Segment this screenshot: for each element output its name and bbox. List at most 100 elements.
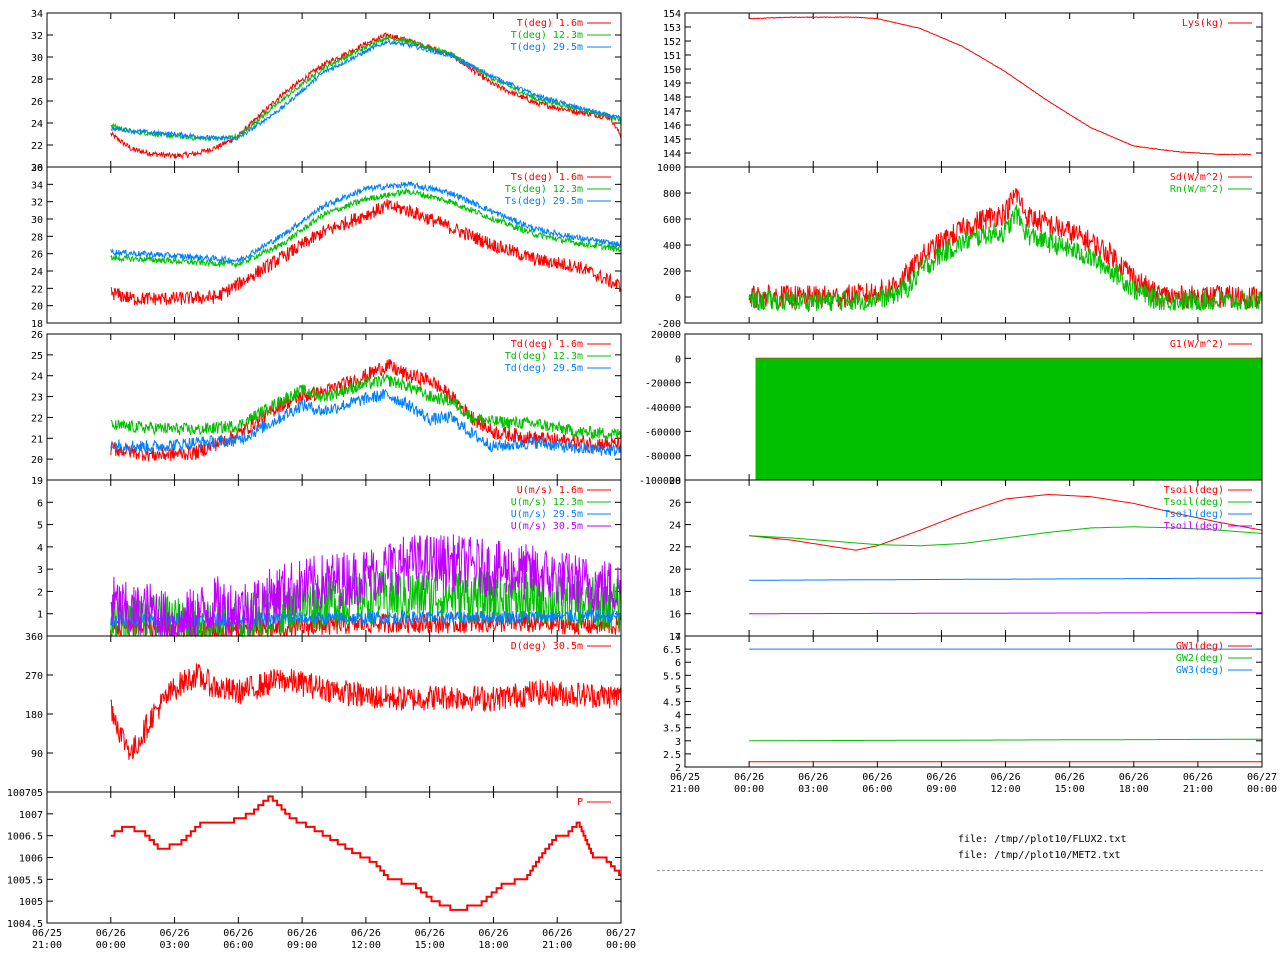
x-tick-time: 09:00	[287, 940, 317, 951]
x-tick-date: 06/26	[96, 928, 126, 939]
y-tick-label: 28	[31, 232, 43, 243]
y-tick-label: 22	[31, 141, 43, 152]
y-tick-label: 154	[663, 9, 681, 20]
footer-divider	[657, 870, 1263, 871]
x-tick-date: 06/26	[862, 772, 892, 783]
y-tick-label: 180	[25, 710, 43, 721]
y-tick-label: 4	[37, 543, 43, 554]
legend-label: Tsoil(deg)	[1164, 509, 1224, 520]
x-tick-time: 00:00	[734, 784, 764, 795]
x-tick-date: 06/26	[223, 928, 253, 939]
y-tick-label: 32	[31, 198, 43, 209]
x-tick-time: 00:00	[96, 940, 126, 951]
legend-label: Td(deg) 1.6m	[511, 339, 583, 350]
y-tick-label: 1005	[19, 897, 43, 908]
x-tick-time: 21:00	[670, 784, 700, 795]
series-line	[748, 16, 1252, 156]
legend-label: Ts(deg) 29.5m	[505, 196, 583, 207]
legend-label: Td(deg) 29.5m	[505, 363, 583, 374]
x-tick-date: 06/26	[287, 928, 317, 939]
y-tick-label: 2	[675, 763, 681, 774]
y-tick-label: 100705	[7, 788, 43, 799]
plot-frame	[46, 166, 622, 324]
x-tick-date: 06/26	[415, 928, 445, 939]
legend-label: Tsoil(deg)	[1164, 497, 1224, 508]
y-tick-label: -200	[657, 319, 681, 330]
chart-wind-speed: 1 2 3 4 5 6 U(m/s) 1.6mU(m/s) 12.3mU(m/s) 29.5…	[37, 479, 622, 638]
x-tick-time: 00:00	[1247, 784, 1277, 795]
chart-radiation: -200 0 200 400 600 800 1000 Sd(W/m^2)Rn(W/m^2)	[657, 163, 1263, 330]
legend-label: Rn(W/m^2)	[1170, 184, 1224, 195]
y-tick-label: 1006	[19, 854, 43, 865]
legend-label: Ts(deg) 1.6m	[511, 172, 583, 183]
x-tick-time: 18:00	[1119, 784, 1149, 795]
y-tick-label: 26	[31, 330, 43, 341]
legend-label: GW3(deg)	[1176, 665, 1224, 676]
y-tick-label: 6	[675, 658, 681, 669]
y-tick-label: -20000	[645, 379, 681, 390]
y-tick-label: 18	[31, 319, 43, 330]
x-tick-time: 06:00	[223, 940, 253, 951]
plot-frame	[684, 635, 1263, 768]
y-tick-label: 4	[675, 711, 681, 722]
y-tick-label: 6	[37, 498, 43, 509]
x-tick-time: 03:00	[160, 940, 190, 951]
x-tick-date: 06/26	[1119, 772, 1149, 783]
file-path-met: file: /tmp//plot10/MET2.txt	[958, 850, 1121, 861]
legend-label: T(deg) 1.6m	[517, 18, 583, 29]
y-tick-label: -60000	[645, 427, 681, 438]
x-tick-date: 06/27	[1247, 772, 1277, 783]
y-tick-label: 30	[31, 215, 43, 226]
y-tick-label: 270	[25, 671, 43, 682]
y-tick-label: 1006.5	[7, 832, 43, 843]
series-line	[749, 612, 1262, 615]
y-tick-label: 146	[663, 121, 681, 132]
y-tick-label: 20	[669, 565, 681, 576]
y-tick-label: 20	[31, 302, 43, 313]
chart-wind-direction: 90 180 270 360 D(deg) 30.5m	[25, 632, 622, 793]
y-tick-label: 21	[31, 434, 43, 445]
y-tick-label: 24	[669, 521, 681, 532]
y-tick-label: 20000	[651, 330, 681, 341]
y-tick-label: 32	[31, 31, 43, 42]
legend-label: Tsoil(deg)	[1164, 521, 1224, 532]
legend-label: P	[577, 797, 583, 808]
y-tick-label: 34	[31, 180, 43, 191]
y-tick-label: 600	[663, 215, 681, 226]
y-tick-label: 18	[669, 587, 681, 598]
y-tick-label: 149	[663, 79, 681, 90]
legend-label: Td(deg) 12.3m	[505, 351, 583, 362]
y-tick-label: 3.5	[663, 724, 681, 735]
y-tick-label: 24	[31, 119, 43, 130]
legend-label: Lys(kg)	[1182, 18, 1224, 29]
y-tick-label: 0	[675, 293, 681, 304]
y-tick-label: 152	[663, 37, 681, 48]
y-tick-label: 2.5	[663, 750, 681, 761]
y-tick-label: 26	[31, 97, 43, 108]
x-tick-time: 00:00	[606, 940, 636, 951]
y-tick-label: 200	[663, 267, 681, 278]
y-tick-label: 145	[663, 135, 681, 146]
x-tick-time: 21:00	[542, 940, 572, 951]
x-tick-time: 06:00	[862, 784, 892, 795]
legend-label: U(m/s) 30.5m	[511, 521, 583, 532]
legend-label: GW2(deg)	[1176, 653, 1224, 664]
legend-label: Ts(deg) 12.3m	[505, 184, 583, 195]
legend-label: Tsoil(deg)	[1164, 485, 1224, 496]
legend-label: GW1(deg)	[1176, 641, 1224, 652]
series-line	[110, 32, 622, 160]
x-tick-time: 03:00	[798, 784, 828, 795]
x-tick-time: 21:00	[32, 940, 62, 951]
y-tick-label: 360	[25, 632, 43, 643]
y-tick-label: 2	[37, 587, 43, 598]
series-line	[110, 374, 622, 441]
y-tick-label: 1	[37, 610, 43, 621]
legend-label: T(deg) 29.5m	[511, 42, 583, 53]
y-tick-label: 4.5	[663, 698, 681, 709]
x-tick-date: 06/26	[1183, 772, 1213, 783]
chart-lysimeter: 144 145 146 147 148 149 150 151 152 153 154 Lys(kg)	[663, 9, 1263, 168]
series-line	[110, 388, 622, 457]
y-tick-label: 1005.5	[7, 875, 43, 886]
